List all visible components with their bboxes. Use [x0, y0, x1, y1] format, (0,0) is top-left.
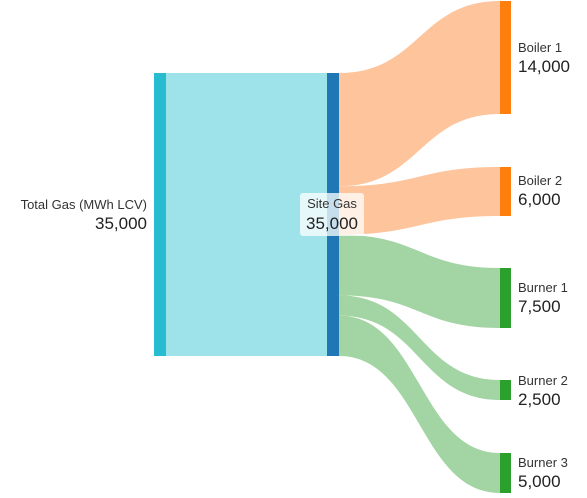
node-boiler1[interactable]	[500, 1, 511, 114]
node-label-site-name: Site Gas	[307, 196, 357, 211]
node-boiler2[interactable]	[500, 167, 511, 216]
node-label-site-value: 35,000	[306, 214, 358, 233]
link-site-to-boiler2[interactable]	[339, 167, 500, 235]
node-label-boiler2-name: Boiler 2	[518, 173, 562, 188]
node-burner1[interactable]	[500, 268, 511, 328]
node-label-burner1-name: Burner 1	[518, 280, 568, 295]
node-burner3[interactable]	[500, 453, 511, 493]
node-burner2[interactable]	[500, 380, 511, 400]
link-site-to-boiler1[interactable]	[339, 1, 500, 187]
node-label-total-name: Total Gas (MWh LCV)	[21, 197, 147, 212]
node-label-burner3-value: 5,000	[518, 472, 561, 491]
link-site-to-burner3[interactable]	[339, 315, 500, 493]
node-label-total-value: 35,000	[95, 214, 147, 233]
node-label-burner1-value: 7,500	[518, 297, 561, 316]
node-label-burner2-value: 2,500	[518, 390, 561, 409]
link-total-to-site[interactable]	[166, 73, 327, 356]
links-layer	[166, 1, 500, 493]
link-site-to-burner2[interactable]	[339, 295, 500, 400]
node-label-boiler1-name: Boiler 1	[518, 40, 562, 55]
node-label-boiler2-value: 6,000	[518, 190, 561, 209]
node-total[interactable]	[154, 73, 166, 356]
node-label-burner3-name: Burner 3	[518, 455, 568, 470]
node-label-burner2-name: Burner 2	[518, 373, 568, 388]
node-label-site-background	[300, 193, 364, 236]
labels-layer: Total Gas (MWh LCV) 35,000 Site Gas 35,000 B…	[21, 40, 570, 491]
node-label-boiler1-value: 14,000	[518, 57, 570, 76]
link-site-to-burner1[interactable]	[339, 234, 500, 328]
